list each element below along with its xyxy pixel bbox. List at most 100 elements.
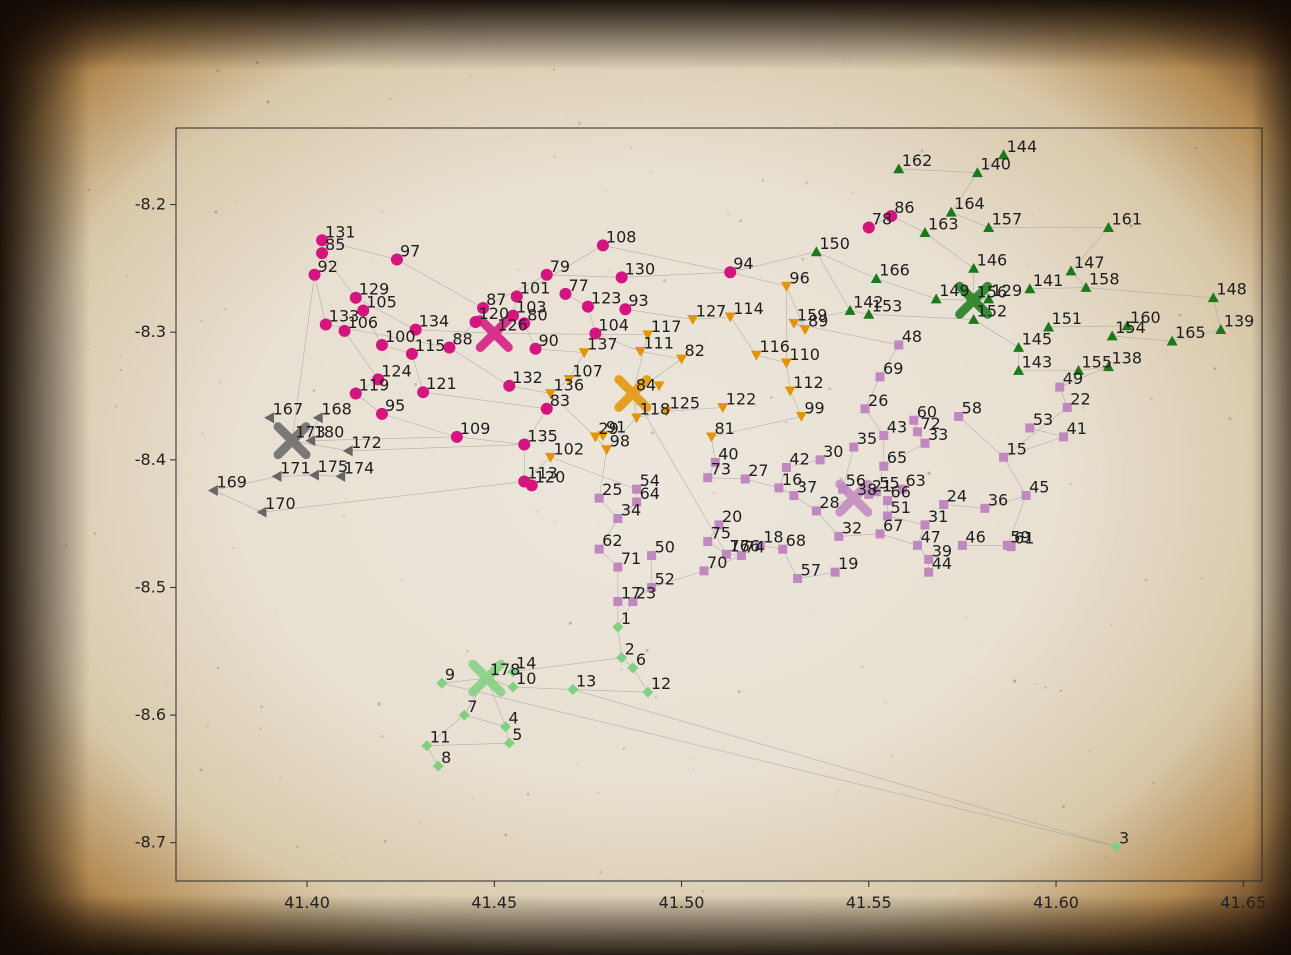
node-label-110: 110 xyxy=(789,345,820,364)
edge-154-165 xyxy=(1112,335,1173,342)
paper-speck xyxy=(1040,564,1041,565)
node-label-13: 13 xyxy=(576,672,596,691)
paper-speck xyxy=(915,328,916,330)
edge-2-14 xyxy=(512,657,622,672)
paper-speck xyxy=(1198,729,1202,733)
edge-41-15 xyxy=(1003,436,1064,458)
node-17 xyxy=(613,596,623,606)
edge-45-59 xyxy=(1007,495,1027,546)
edge-22-15 xyxy=(1003,407,1068,458)
node-75 xyxy=(703,537,713,547)
paper-speck xyxy=(692,768,694,770)
paper-speck xyxy=(568,621,572,625)
node-14 xyxy=(507,666,519,678)
node-label-8: 8 xyxy=(441,748,451,767)
paper-speck xyxy=(615,509,618,512)
node-label-167: 167 xyxy=(273,400,304,419)
node-47 xyxy=(912,540,922,550)
node-label-16: 16 xyxy=(782,470,802,489)
node-label-127: 127 xyxy=(696,301,727,320)
node-label-36: 36 xyxy=(988,490,1008,509)
paper-speck xyxy=(383,840,387,843)
edge-13-12 xyxy=(572,689,648,693)
node-175 xyxy=(309,469,319,481)
node-50 xyxy=(647,551,657,561)
node-16 xyxy=(774,483,784,493)
node-65 xyxy=(879,461,889,471)
edge-116-110 xyxy=(756,354,787,364)
edge-11-5 xyxy=(426,742,510,747)
edge-85-129 xyxy=(321,252,356,298)
node-label-131: 131 xyxy=(325,222,356,241)
edge-96-89 xyxy=(786,286,806,330)
paper-speck xyxy=(631,269,633,272)
node-162 xyxy=(893,163,905,174)
paper-speck xyxy=(600,252,603,254)
node-label-165: 165 xyxy=(1175,323,1206,342)
node-label-60: 60 xyxy=(917,402,937,421)
node-67 xyxy=(875,529,885,539)
node-61 xyxy=(1006,542,1016,552)
node-140 xyxy=(971,167,983,178)
node-5 xyxy=(503,737,515,749)
node-label-3: 3 xyxy=(1119,829,1129,848)
node-label-173: 173 xyxy=(295,423,326,442)
node-25 xyxy=(594,493,604,503)
node-label-135: 135 xyxy=(527,427,558,446)
paper-speck xyxy=(795,131,798,134)
node-134 xyxy=(409,323,422,336)
node-43 xyxy=(879,431,889,441)
node-label-97: 97 xyxy=(400,241,420,260)
node-label-76: 76 xyxy=(729,536,749,555)
edge-35-56 xyxy=(842,446,855,490)
paper-speck xyxy=(890,754,894,759)
paper-speck xyxy=(860,665,864,669)
node-74 xyxy=(736,551,746,561)
edge-110-112 xyxy=(786,362,791,391)
edge-layer xyxy=(213,154,1222,847)
node-label-15: 15 xyxy=(1007,439,1027,458)
node-label-19: 19 xyxy=(838,554,858,573)
paper-speck xyxy=(1213,367,1217,370)
paper-speck xyxy=(692,756,696,760)
paper-speck xyxy=(1217,447,1219,449)
paper-speck xyxy=(838,789,840,792)
node-45 xyxy=(1021,491,1031,501)
node-label-100: 100 xyxy=(385,327,416,346)
edge-178-9 xyxy=(441,677,487,684)
node-37 xyxy=(789,491,799,501)
node-147 xyxy=(1065,265,1077,276)
paper-speck xyxy=(370,257,373,261)
node-77 xyxy=(559,287,572,300)
paper-speck xyxy=(279,777,282,780)
paper-speck xyxy=(754,404,757,406)
node-label-64: 64 xyxy=(640,484,660,503)
node-29 xyxy=(589,432,601,443)
node-82 xyxy=(676,354,688,365)
node-label-41: 41 xyxy=(1067,419,1087,438)
node-15 xyxy=(999,452,1009,462)
node-label-70: 70 xyxy=(707,553,727,572)
edge-70-52 xyxy=(651,570,705,588)
paper-speck xyxy=(466,589,468,591)
node-label-45: 45 xyxy=(1029,478,1049,497)
paper-speck xyxy=(388,97,392,101)
node-109 xyxy=(450,430,463,443)
paper-speck xyxy=(63,880,66,884)
node-label-169: 169 xyxy=(216,472,247,491)
edge-99-81 xyxy=(711,416,802,438)
edge-92-133 xyxy=(314,274,327,325)
paper-speck xyxy=(260,886,262,889)
node-88 xyxy=(443,341,456,354)
paper-speck xyxy=(206,724,210,728)
edge-130-94 xyxy=(621,271,731,278)
edge-121-83 xyxy=(423,391,547,410)
paper-speck xyxy=(59,468,61,470)
paper-speck xyxy=(1107,348,1109,351)
node-174 xyxy=(335,470,346,482)
paper-speck xyxy=(553,521,556,524)
paper-speck xyxy=(408,232,410,233)
paper-speck xyxy=(682,413,684,415)
cluster-center-173 xyxy=(273,422,311,460)
node-92 xyxy=(308,268,321,281)
